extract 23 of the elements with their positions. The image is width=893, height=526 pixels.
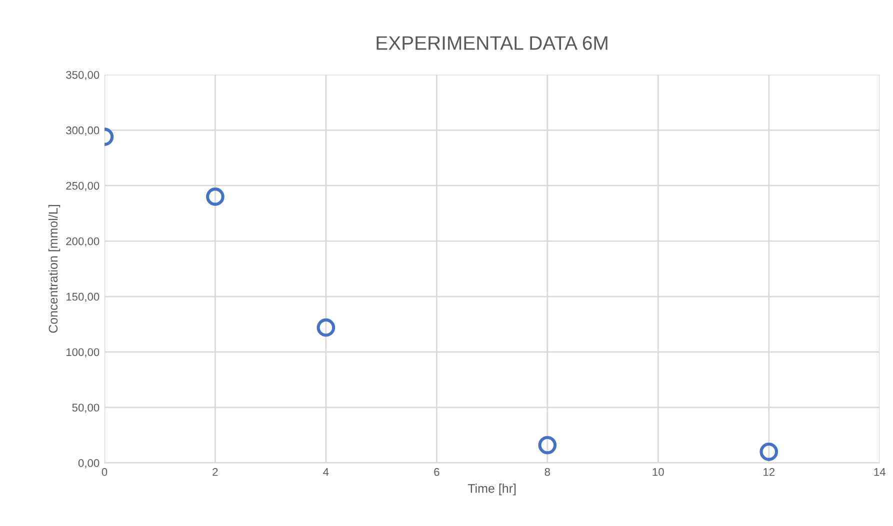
point bbox=[316, 318, 336, 337]
y-tick-label: 300,00 bbox=[66, 126, 100, 136]
x-tick-label: 12 bbox=[764, 468, 774, 476]
y-tick-label: 150,00 bbox=[66, 292, 100, 302]
point bbox=[760, 442, 778, 461]
point bbox=[206, 188, 224, 206]
y-tick-label: 50,00 bbox=[72, 404, 100, 413]
y-axis-title: Concentration [mmol/L] bbox=[48, 205, 60, 333]
point bbox=[538, 436, 557, 454]
x-tick-label: 0 bbox=[102, 468, 108, 476]
y-tick-label: 200,00 bbox=[66, 237, 100, 247]
x-tick-label: 10 bbox=[652, 468, 664, 476]
x-tick-label: 6 bbox=[434, 468, 440, 476]
x-tick-label: 14 bbox=[874, 468, 886, 476]
x-tick-label: 4 bbox=[323, 468, 329, 476]
x-tick-label: 8 bbox=[544, 468, 550, 476]
x-axis-title: Time [hr] bbox=[468, 484, 516, 496]
y-tick-label: 0,00 bbox=[78, 459, 100, 468]
y-tick-label: 100,00 bbox=[66, 348, 100, 358]
x-tick-label: 2 bbox=[212, 468, 218, 476]
y-tick-label: 350,00 bbox=[66, 70, 100, 80]
y-tick-label: 250,00 bbox=[66, 182, 100, 192]
chart-title: EXPERIMENTAL DATA 6M bbox=[376, 36, 608, 50]
